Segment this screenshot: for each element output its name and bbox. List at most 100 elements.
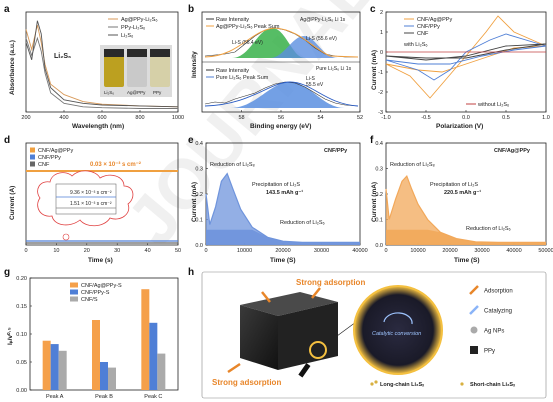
panel-d-inset-text1: 9.36 × 10⁻³ s cm⁻² <box>70 190 112 196</box>
panel-b-xtick-label: 52 <box>357 115 363 121</box>
panel-e-xtick-label: 10000 <box>237 248 252 254</box>
panel-d-xlabel: Time (s) <box>88 257 113 264</box>
panel-g-bar <box>58 350 67 390</box>
panel-c-ytick-label: -2 <box>378 90 383 96</box>
panel-d-xtick-label: 50 <box>175 248 181 254</box>
panel-g-bar <box>108 367 116 390</box>
panel-d-xtick-label: 40 <box>145 248 151 254</box>
panel-a-legend-label: PPy-Li₂S₆ <box>121 25 145 31</box>
panel-c-ytick-label: 1 <box>380 30 383 36</box>
panel-a-xtick-label: 600 <box>97 115 106 121</box>
panel-b-legend-label-raw2: Raw Intensity <box>216 68 249 74</box>
catalytic-swirl <box>383 312 413 325</box>
panel-e-tag: CNF/PPy <box>324 148 348 154</box>
panel-g-bar <box>92 320 100 390</box>
panel-g-legend-label: CNF/S <box>81 297 98 303</box>
panel-b-peak2: Li-S (55.6 eV) <box>306 36 337 42</box>
panel-d-legend-swatch <box>30 161 35 167</box>
panel-a-vial-photo: Li₂S₆ Ag@PPy PPy <box>100 45 172 97</box>
panel-d-xtick-label: 30 <box>114 248 120 254</box>
panel-c-frame <box>385 11 547 113</box>
panel-b-top-peak-blue <box>270 36 338 58</box>
panel-g-ylabel: Iₚ/v⁰·⁵ <box>6 327 14 345</box>
panel-b-bottom-raw <box>204 81 359 107</box>
panel-f-xtick-label: 20000 <box>442 248 457 254</box>
panel-letter-h: h <box>188 267 194 278</box>
panel-letter-f: f <box>370 135 374 146</box>
panel-g-legend-swatch <box>70 296 78 302</box>
panel-d-legend-swatch <box>30 154 35 160</box>
panel-a: Absorbance (a.u.) Wavelength (nm) 200 400… <box>9 11 184 130</box>
panel-e-xlabel: Time (S) <box>270 257 296 264</box>
panel-d-cloud <box>37 170 134 227</box>
ppy-block-side <box>278 302 338 370</box>
panel-d-frame <box>25 142 179 246</box>
panel-b-peak3b: 55.5 eV <box>306 82 324 88</box>
panel-c-legend-label: CNF/PPy <box>417 24 440 30</box>
panel-a-series-line <box>25 36 178 109</box>
panel-g-bar <box>157 353 166 390</box>
panel-g-ytick-label: 0.00 <box>16 388 27 394</box>
panel-g-ytick-label: 0.20 <box>16 276 27 282</box>
panel-f-ylabel: Current (mA) <box>371 182 378 222</box>
panel-d-note: 0.03 × 10⁻³ s cm⁻² <box>90 161 141 168</box>
panel-e-xtick-label: 20000 <box>275 248 290 254</box>
panel-g-bar <box>100 362 108 390</box>
ppy-icon <box>470 346 478 354</box>
panel-letter-c: c <box>370 4 376 15</box>
vial-label-li2s6: Li₂S₆ <box>104 90 114 95</box>
panel-h-legend-label: Ag NPs <box>484 329 504 335</box>
panel-b-peak1: Li-S (56.4 eV) <box>232 40 263 46</box>
panel-f: Current (mA) Time (S) 0 10000 20000 30000 40… <box>371 141 553 264</box>
panel-d-inset-text2: 1.51 × 10⁻³ s cm⁻² <box>70 201 112 207</box>
panel-d-ylabel: Current (A) <box>9 186 16 220</box>
zoom-handle <box>298 363 311 378</box>
panel-f-ytick-label: 0.2 <box>375 192 383 198</box>
panel-b-peak3: Li-S <box>306 76 316 82</box>
panel-c: Current (mA) Polarization (V) -1.0 -0.5 0.… <box>371 10 550 130</box>
panel-f-t2: Precipitation of Li₂S <box>430 182 478 188</box>
panel-letter-e: e <box>188 135 194 146</box>
panel-g-legend-swatch <box>70 289 78 295</box>
panel-a-legend-label: Ag@PPy-Li₂S₆ <box>121 17 158 23</box>
panel-a-series-line <box>25 20 179 108</box>
panel-h-long-chain: Long-chain Li₂Sₓ <box>380 382 425 388</box>
panel-c-note-without: without Li₂S₆ <box>477 102 509 108</box>
panel-f-ytick-label: 0.4 <box>375 141 383 147</box>
panel-d-xtick-label: 10 <box>53 248 59 254</box>
panel-h-short-chain: Short-chain Li₂Sₓ <box>470 382 516 388</box>
panel-g-legend-label: CNF/PPy-S <box>81 290 110 296</box>
panel-g-legend-swatch <box>70 282 78 288</box>
panel-d-inset-frame <box>55 183 117 215</box>
panel-g-legend-label: CNF/Ag@PPy-S <box>81 283 122 289</box>
adsorption-arrow-1 <box>261 291 271 303</box>
panel-f-tag: CNF/Ag@PPy <box>494 148 531 154</box>
panel-c-ytick-label: 2 <box>380 10 383 16</box>
panel-e-area <box>206 173 360 245</box>
panel-b-legend-label: Ag@PPy-Li₂S₆ Peak Sum <box>216 24 280 30</box>
panel-e-t2: Precipitation of Li₂S <box>252 182 300 188</box>
catalytic-circle <box>353 285 443 375</box>
catalyzing-arrow-icon <box>469 305 479 315</box>
panel-b-top-sum <box>204 27 359 58</box>
panel-c-note-with: with Li₂S₆ <box>403 42 428 48</box>
panel-a-ylabel: Absorbance (a.u.) <box>9 40 16 95</box>
panel-g-category-label: Peak C <box>144 394 162 400</box>
panel-c-xtick-label: 1.0 <box>542 115 550 121</box>
panel-b-bottom-peak-blue <box>230 82 345 108</box>
panel-f-t4: Reduction of Li₂S₆ <box>466 226 511 232</box>
panel-f-t1: Reduction of Li₂S₈ <box>390 162 435 168</box>
panel-e-ytick-label: 0.4 <box>195 141 203 147</box>
panel-b-corner-bottom: Pure Li₂S₆ Li 1s <box>316 66 352 72</box>
panel-e-xtick-label: 40000 <box>352 248 367 254</box>
panel-c-xtick-label: -0.5 <box>421 115 430 121</box>
panel-d-legend-label: CNF/Ag@PPy <box>38 148 73 154</box>
vial-label-agppy: Ag@PPy <box>127 90 146 95</box>
panel-e-t4: Reduction of Li₂S₆ <box>280 220 325 226</box>
panel-g-bar <box>149 322 158 390</box>
panel-g-category-label: Peak A <box>46 394 64 400</box>
ppy-block-front <box>240 305 278 370</box>
panel-a-xlabel: Wavelength (nm) <box>72 123 124 130</box>
panel-c-series-line <box>385 43 547 61</box>
